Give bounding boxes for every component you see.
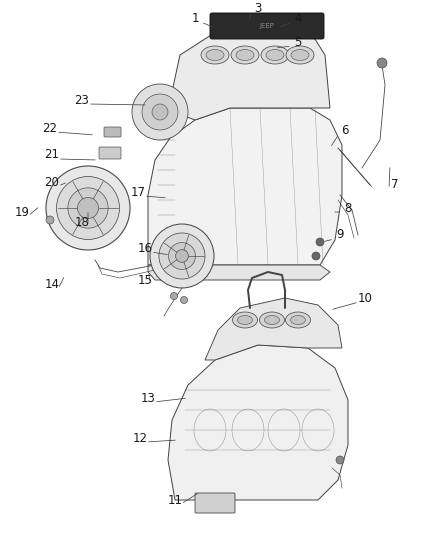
Circle shape	[142, 94, 178, 130]
Text: 6: 6	[341, 124, 349, 136]
Polygon shape	[148, 265, 330, 280]
Circle shape	[159, 233, 205, 279]
Circle shape	[176, 249, 188, 262]
Circle shape	[312, 252, 320, 260]
FancyBboxPatch shape	[104, 127, 121, 137]
Circle shape	[152, 104, 168, 120]
Text: 4: 4	[294, 12, 302, 25]
Circle shape	[132, 84, 188, 140]
Ellipse shape	[286, 312, 311, 328]
Circle shape	[57, 176, 120, 239]
Ellipse shape	[259, 312, 285, 328]
Ellipse shape	[286, 46, 314, 64]
Text: 3: 3	[254, 2, 261, 14]
Circle shape	[150, 224, 214, 288]
Text: 7: 7	[391, 179, 399, 191]
Circle shape	[46, 166, 130, 250]
Ellipse shape	[233, 312, 258, 328]
FancyBboxPatch shape	[210, 13, 324, 39]
Text: 22: 22	[42, 122, 57, 134]
Text: JEEP: JEEP	[260, 23, 275, 29]
Text: 17: 17	[131, 185, 145, 198]
Text: 12: 12	[133, 432, 148, 445]
Circle shape	[68, 188, 108, 228]
Circle shape	[170, 293, 177, 300]
Text: 21: 21	[45, 149, 60, 161]
Text: 10: 10	[357, 292, 372, 304]
Circle shape	[78, 198, 99, 219]
Ellipse shape	[206, 50, 224, 61]
Text: 19: 19	[14, 206, 29, 219]
Text: 23: 23	[74, 93, 89, 107]
Ellipse shape	[265, 316, 279, 325]
Ellipse shape	[236, 50, 254, 61]
Text: 18: 18	[74, 215, 89, 229]
Circle shape	[169, 243, 195, 270]
Text: 20: 20	[45, 175, 60, 189]
Circle shape	[180, 296, 187, 303]
Ellipse shape	[201, 46, 229, 64]
FancyBboxPatch shape	[99, 147, 121, 159]
Text: 14: 14	[45, 279, 60, 292]
Text: 11: 11	[167, 494, 183, 506]
Ellipse shape	[291, 50, 309, 61]
Circle shape	[377, 58, 387, 68]
Polygon shape	[205, 298, 342, 360]
Circle shape	[46, 216, 54, 224]
Polygon shape	[148, 108, 342, 265]
Text: 1: 1	[191, 12, 199, 25]
Text: 13: 13	[141, 392, 155, 405]
Ellipse shape	[266, 50, 284, 61]
Ellipse shape	[290, 316, 305, 325]
Text: 16: 16	[138, 241, 152, 254]
Ellipse shape	[261, 46, 289, 64]
Polygon shape	[168, 28, 330, 120]
FancyBboxPatch shape	[195, 493, 235, 513]
Circle shape	[336, 456, 344, 464]
Text: 9: 9	[336, 229, 344, 241]
Text: 8: 8	[344, 201, 352, 214]
Text: 15: 15	[138, 273, 152, 287]
Text: 5: 5	[294, 36, 302, 49]
Circle shape	[316, 238, 324, 246]
Ellipse shape	[237, 316, 252, 325]
Ellipse shape	[231, 46, 259, 64]
Polygon shape	[168, 345, 348, 500]
